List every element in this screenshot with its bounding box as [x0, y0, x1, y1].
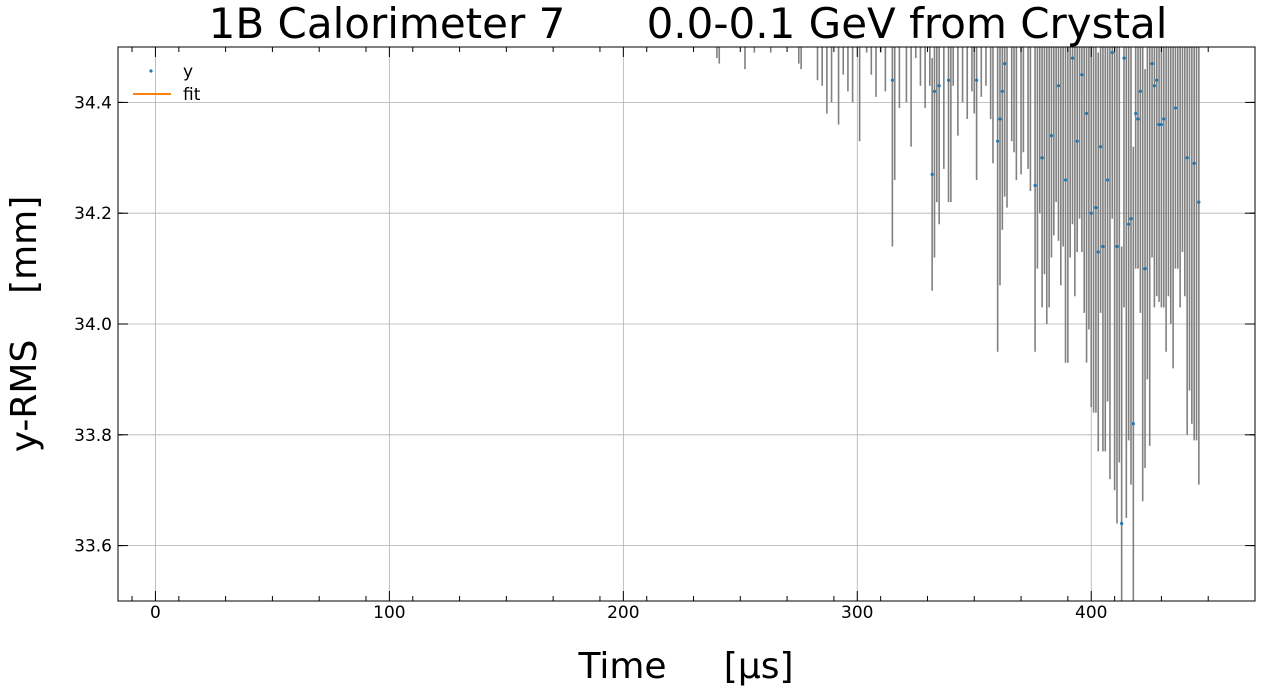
y-tick-label: 33.8	[74, 426, 112, 446]
data-point	[1122, 56, 1126, 60]
legend-label-fit: fit	[183, 85, 201, 105]
data-points	[890, 50, 1201, 526]
x-tick-label: 100	[373, 603, 405, 623]
data-point	[1070, 56, 1075, 60]
data-point	[996, 139, 1000, 143]
data-point	[1150, 62, 1154, 66]
data-point	[1192, 161, 1196, 165]
x-tick-label: 400	[1075, 603, 1107, 623]
data-point	[1120, 521, 1124, 526]
x-tick-label: 200	[607, 603, 639, 623]
data-point	[1110, 50, 1114, 55]
y-tick-label: 34.2	[74, 204, 112, 224]
chart-title-right: 0.0-0.1 GeV from Crystal	[647, 0, 1168, 48]
data-point	[937, 84, 941, 88]
y-tick-label: 33.6	[74, 537, 112, 557]
legend-label-y: y	[183, 62, 193, 82]
legend-marker-y	[149, 69, 153, 73]
data-point	[998, 117, 1002, 121]
data-point	[1159, 122, 1164, 127]
axis-ticks: 0 100 200 300 400 33.6 33.8 34.0 34.2 34.4	[74, 47, 1256, 623]
data-point	[1185, 156, 1189, 160]
data-point	[946, 78, 951, 82]
data-point	[974, 78, 979, 82]
data-point	[1136, 117, 1140, 121]
legend: y fit	[133, 62, 201, 105]
data-point	[1157, 122, 1161, 127]
data-point	[1098, 145, 1103, 149]
data-point	[1115, 244, 1119, 249]
data-point	[1096, 250, 1100, 254]
x-tick-label: 0	[150, 603, 161, 623]
data-point	[1129, 217, 1133, 221]
data-point	[1063, 178, 1068, 182]
y-axis-label: y-RMS [mm]	[4, 196, 45, 453]
data-point	[1143, 267, 1147, 271]
chart-title-left: 1B Calorimeter 7	[209, 0, 566, 48]
y-tick-label: 34.4	[74, 93, 112, 113]
y-tick-label: 34.0	[74, 315, 112, 335]
data-point	[1033, 183, 1037, 188]
data-point	[1197, 200, 1201, 204]
data-point	[890, 78, 894, 82]
x-tick-label: 300	[841, 603, 873, 623]
data-point	[1155, 78, 1159, 82]
data-point	[932, 89, 937, 93]
data-point	[1134, 111, 1138, 116]
data-point	[930, 172, 934, 177]
data-point	[1056, 84, 1061, 88]
data-point	[1094, 206, 1098, 210]
data-point	[1173, 106, 1178, 110]
x-axis-label: Time [μs]	[577, 646, 793, 687]
data-point	[1162, 117, 1166, 121]
plot-frame	[117, 46, 1256, 602]
data-point	[1152, 84, 1157, 88]
data-point	[1003, 62, 1007, 66]
data-point	[1127, 222, 1131, 226]
data-point	[1131, 422, 1135, 426]
data-point	[1084, 111, 1089, 116]
data-point	[1075, 139, 1079, 143]
data-point	[1049, 134, 1054, 138]
data-point	[1089, 211, 1093, 215]
data-point	[1101, 244, 1105, 249]
data-point	[1040, 156, 1044, 160]
data-point	[1000, 89, 1004, 93]
data-point	[1138, 89, 1142, 93]
data-point	[1106, 178, 1110, 182]
data-point	[1080, 73, 1084, 77]
